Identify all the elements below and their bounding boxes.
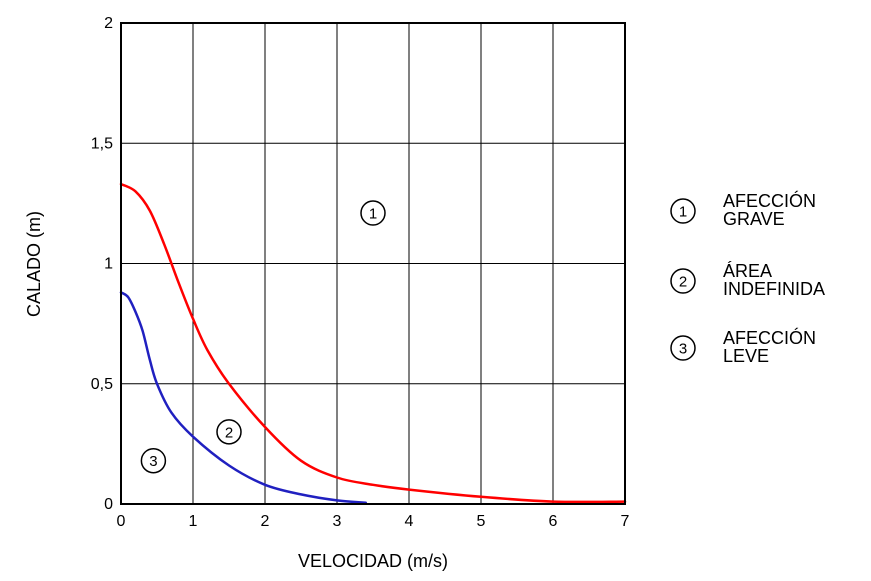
region-marker-3: 3 [141,449,165,473]
series-line-1 [121,184,625,502]
x-tick-label-7: 7 [621,513,630,530]
y-tick-label-0: 0 [104,496,113,513]
region-marker-number: 2 [225,424,233,441]
region-marker-2: 2 [217,420,241,444]
legend-label-line2: GRAVE [723,209,785,229]
legend-symbol-number: 1 [679,204,687,221]
region-marker-number: 1 [369,205,377,222]
x-tick-label-2: 2 [261,513,270,530]
legend-label-line2: INDEFINIDA [723,279,825,299]
x-tick-label-6: 6 [549,513,558,530]
region-marker-number: 3 [149,453,157,470]
x-tick-label-5: 5 [477,513,486,530]
x-tick-label-3: 3 [333,513,342,530]
series-layer [121,184,625,503]
legend-symbol-number: 2 [679,274,687,291]
y-axis-title: CALADO (m) [24,211,44,317]
x-tick-label-4: 4 [405,513,414,530]
y-tick-label-0,5: 0,5 [91,376,113,393]
legend-label-line1: AFECCIÓN [723,190,816,211]
tick-labels: 0 1 2 3 4 5 6 7 0 0,5 1 1,5 2 [91,15,630,530]
grid [121,23,625,504]
legend: 1AFECCIÓNGRAVE2ÁREAINDEFINIDA3AFECCIÓNLE… [671,190,825,366]
y-tick-label-1: 1 [104,256,113,273]
legend-label-line2: LEVE [723,346,769,366]
y-tick-label-2: 2 [104,15,113,32]
legend-label-line1: ÁREA [723,261,772,281]
legend-symbol-number: 3 [679,341,687,358]
region-markers: 1 2 3 [141,201,385,473]
x-axis-title: VELOCIDAD (m/s) [298,551,448,571]
x-tick-label-1: 1 [189,513,198,530]
region-marker-1: 1 [361,201,385,225]
x-tick-label-0: 0 [117,513,126,530]
y-tick-label-1,5: 1,5 [91,135,113,152]
legend-label-line1: AFECCIÓN [723,327,816,348]
